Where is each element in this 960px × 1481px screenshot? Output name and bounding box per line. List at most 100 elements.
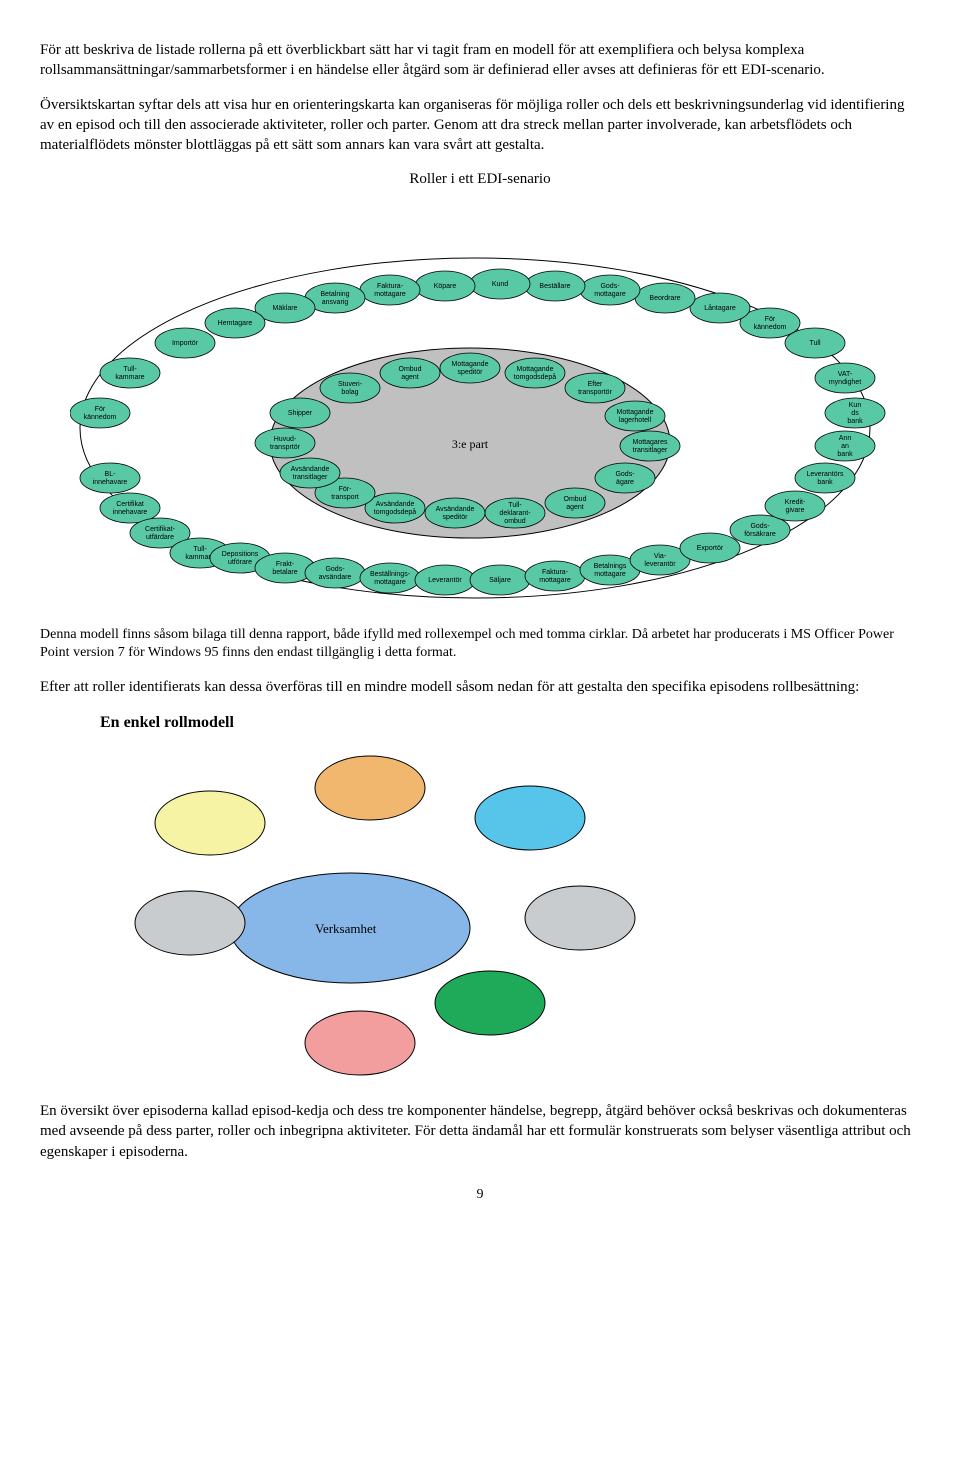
- svg-text:kännedom: kännedom: [754, 324, 787, 331]
- svg-text:Via-: Via-: [654, 553, 667, 560]
- svg-text:kammare: kammare: [115, 374, 144, 381]
- svg-text:innehavare: innehavare: [113, 509, 148, 516]
- svg-text:VAT-: VAT-: [838, 371, 853, 378]
- svg-text:givare: givare: [785, 507, 804, 514]
- svg-text:Tull: Tull: [809, 340, 820, 347]
- svg-text:Ombud: Ombud: [564, 496, 587, 503]
- svg-text:Gods-: Gods-: [750, 523, 770, 530]
- svg-text:tomgodsdepå: tomgodsdepå: [374, 508, 417, 516]
- intro-paragraph-2: Översiktskartan syftar dels att visa hur…: [40, 95, 920, 156]
- svg-text:För: För: [95, 406, 106, 413]
- simple-role-model-diagram: Verksamhet: [40, 743, 920, 1083]
- svg-text:Mottagares: Mottagares: [632, 439, 668, 446]
- svg-text:Kun: Kun: [849, 402, 862, 409]
- svg-text:För-: För-: [339, 486, 353, 493]
- svg-text:ds: ds: [851, 410, 859, 417]
- svg-text:Tull-: Tull-: [508, 502, 522, 509]
- transfer-roles-paragraph: Efter att roller identifierats kan dessa…: [40, 677, 920, 697]
- svg-text:bank: bank: [817, 479, 833, 486]
- svg-text:transprtör: transprtör: [270, 444, 301, 451]
- svg-text:agent: agent: [401, 374, 419, 381]
- svg-text:Beställare: Beställare: [539, 283, 570, 290]
- svg-text:Verksamhet: Verksamhet: [315, 921, 377, 936]
- svg-text:mottagare: mottagare: [374, 579, 406, 586]
- svg-text:Hemtagare: Hemtagare: [218, 320, 253, 327]
- svg-text:Säljare: Säljare: [489, 577, 511, 584]
- svg-text:ansvarig: ansvarig: [322, 299, 349, 306]
- svg-text:an: an: [841, 443, 849, 450]
- svg-text:Kund: Kund: [492, 281, 508, 288]
- svg-text:deklarant-: deklarant-: [499, 510, 531, 517]
- svg-text:Faktura-: Faktura-: [377, 283, 404, 290]
- svg-text:Kredit-: Kredit-: [785, 499, 806, 506]
- svg-text:ombud: ombud: [504, 518, 526, 525]
- svg-text:Certifikat: Certifikat: [116, 501, 144, 508]
- svg-text:Köpare: Köpare: [434, 283, 457, 290]
- svg-text:Beställnings-: Beställnings-: [370, 571, 411, 578]
- svg-text:Efter: Efter: [588, 381, 603, 388]
- svg-text:Tull-: Tull-: [193, 546, 207, 553]
- svg-text:Certifikat-: Certifikat-: [145, 526, 176, 533]
- svg-text:utförare: utförare: [228, 559, 252, 566]
- svg-text:Avsändande: Avsändande: [291, 466, 330, 473]
- svg-text:Depositions: Depositions: [222, 551, 259, 558]
- svg-text:lagerhotell: lagerhotell: [619, 417, 652, 424]
- svg-text:myndighet: myndighet: [829, 379, 861, 386]
- svg-text:utfärdare: utfärdare: [146, 534, 174, 541]
- svg-text:bank: bank: [837, 451, 853, 458]
- svg-text:Frakt-: Frakt-: [276, 561, 295, 568]
- svg-text:mottagare: mottagare: [539, 577, 571, 584]
- svg-text:Ombud: Ombud: [399, 366, 422, 373]
- svg-text:transitlager: transitlager: [633, 447, 668, 454]
- svg-text:agent: agent: [566, 504, 584, 511]
- svg-text:Leverantörs: Leverantörs: [807, 471, 844, 478]
- simple-role-model-title: En enkel rollmodell: [100, 712, 920, 734]
- svg-text:leverantör: leverantör: [644, 561, 676, 568]
- svg-text:Faktura-: Faktura-: [542, 569, 569, 576]
- svg-text:tomgodsdepå: tomgodsdepå: [514, 373, 557, 381]
- roles-diagram-title: Roller i ett EDI-senario: [40, 169, 920, 189]
- svg-text:Gods-: Gods-: [615, 471, 635, 478]
- svg-text:Ann: Ann: [839, 435, 852, 442]
- svg-text:transitlager: transitlager: [293, 474, 328, 481]
- svg-text:transportör: transportör: [578, 389, 613, 396]
- svg-text:speditör: speditör: [443, 514, 469, 521]
- svg-text:Betalning: Betalning: [320, 291, 349, 298]
- svg-text:försäkrare: försäkrare: [744, 531, 776, 538]
- svg-text:Betalnings: Betalnings: [594, 563, 627, 570]
- svg-text:Avsändande: Avsändande: [376, 501, 415, 508]
- svg-text:Stuveri-: Stuveri-: [338, 381, 363, 388]
- svg-text:Shipper: Shipper: [288, 410, 313, 417]
- svg-text:bolag: bolag: [341, 389, 358, 396]
- svg-text:Mottagande: Mottagande: [452, 361, 489, 368]
- svg-text:avsändare: avsändare: [319, 574, 352, 581]
- svg-text:Avsändande: Avsändande: [436, 506, 475, 513]
- svg-text:kännedom: kännedom: [84, 414, 117, 421]
- intro-paragraph-1: För att beskriva de listade rollerna på …: [40, 40, 920, 81]
- svg-text:Importör: Importör: [172, 340, 199, 347]
- svg-text:mottagare: mottagare: [374, 291, 406, 298]
- svg-text:BL-: BL-: [105, 471, 117, 478]
- roles-edi-diagram: 3:e partShipperStuveri-bolagOmbudagentMo…: [40, 208, 920, 608]
- svg-text:mottagare: mottagare: [594, 291, 626, 298]
- svg-text:betalare: betalare: [272, 569, 297, 576]
- svg-text:Gods-: Gods-: [325, 566, 345, 573]
- svg-text:Låntagare: Låntagare: [704, 304, 736, 312]
- svg-text:Huvud-: Huvud-: [274, 436, 297, 443]
- svg-text:Exportör: Exportör: [697, 545, 724, 552]
- svg-text:3:e part: 3:e part: [452, 437, 489, 451]
- svg-text:bank: bank: [847, 418, 863, 425]
- svg-text:Mäklare: Mäklare: [273, 305, 298, 312]
- svg-text:ägare: ägare: [616, 479, 634, 486]
- svg-text:Mottagande: Mottagande: [517, 366, 554, 373]
- page-number: 9: [40, 1186, 920, 1205]
- svg-text:speditör: speditör: [458, 369, 484, 376]
- svg-text:transport: transport: [331, 494, 359, 501]
- svg-text:innehavare: innehavare: [93, 479, 128, 486]
- svg-text:Gods-: Gods-: [600, 283, 620, 290]
- svg-text:Tull-: Tull-: [123, 366, 137, 373]
- svg-text:För: För: [765, 316, 776, 323]
- model-note-paragraph: Denna modell finns såsom bilaga till den…: [40, 626, 920, 664]
- svg-text:mottagare: mottagare: [594, 571, 626, 578]
- svg-text:Mottagande: Mottagande: [617, 409, 654, 416]
